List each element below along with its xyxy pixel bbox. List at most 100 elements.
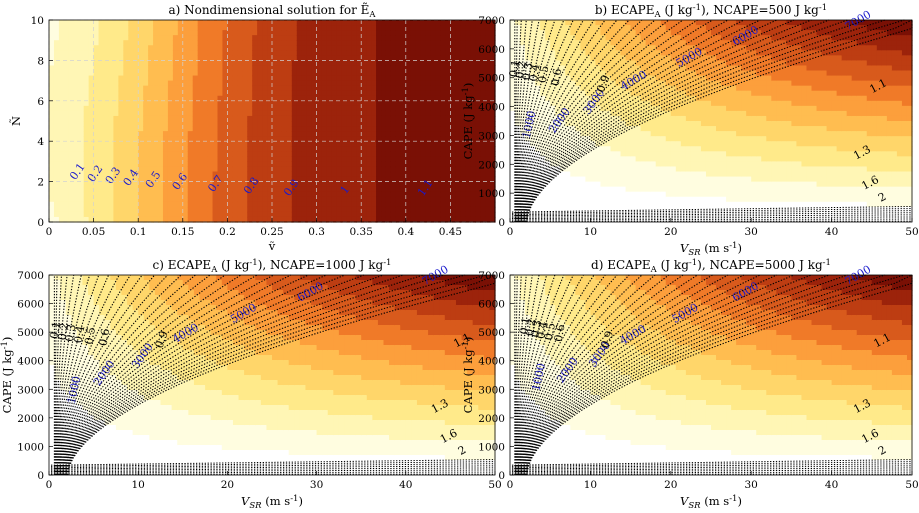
heat-cell: [153, 126, 159, 132]
heat-cell: [93, 60, 100, 67]
heat-cell: [655, 30, 662, 36]
heat-cell: [202, 141, 209, 147]
heat-cell: [635, 171, 642, 178]
heat-cell: [445, 20, 451, 26]
heat-cell: [475, 90, 481, 97]
heat-cell: [341, 126, 347, 132]
heat-cell: [580, 110, 586, 117]
heat-cell: [570, 131, 576, 137]
heat-cell: [336, 166, 342, 173]
heat-cell: [53, 80, 60, 87]
heat-cell: [640, 206, 647, 213]
heat-cell: [108, 131, 115, 137]
heat-cell: [555, 141, 561, 147]
heat-cell: [610, 166, 617, 173]
heat-cell: [615, 115, 622, 122]
heat-cell: [595, 191, 602, 198]
heat-cell: [252, 60, 258, 67]
heat-cell: [162, 65, 169, 72]
heat-cell: [93, 20, 100, 26]
heat-cell: [620, 55, 627, 61]
heat-cell: [440, 85, 447, 92]
heat-cell: [480, 20, 486, 26]
heat-cell: [356, 25, 362, 31]
heat-cell: [590, 156, 597, 162]
heat-cell: [525, 20, 531, 26]
heat-cell: [635, 30, 642, 36]
heat-cell: [286, 216, 293, 223]
heat-cell: [78, 126, 85, 132]
heat-cell: [58, 105, 65, 112]
heat-cell: [281, 146, 288, 152]
heat-cell: [83, 216, 90, 223]
heat-cell: [321, 211, 328, 218]
heat-cell: [262, 40, 268, 46]
heat-cell: [575, 80, 581, 87]
heat-cell: [113, 50, 119, 56]
heat-cell: [625, 126, 632, 132]
heat-cell: [650, 141, 657, 147]
y-tick-label: 2: [37, 177, 44, 189]
heat-cell: [565, 35, 571, 41]
heat-cell: [655, 206, 662, 213]
heat-cell: [605, 131, 612, 137]
heat-cell: [465, 90, 471, 97]
heat-cell: [68, 75, 75, 82]
heat-cell: [331, 176, 338, 183]
heat-cell: [635, 95, 642, 102]
heat-cell: [58, 191, 65, 198]
heat-cell: [430, 141, 437, 147]
heat-cell: [158, 85, 164, 92]
heat-cell: [415, 131, 422, 137]
heat-cell: [58, 90, 65, 97]
heat-cell: [400, 126, 407, 132]
heat-cell: [267, 20, 273, 26]
heat-cell: [153, 95, 159, 102]
heat-cell: [296, 100, 303, 107]
heat-cell: [242, 176, 248, 183]
heat-cell: [590, 191, 597, 198]
heat-cell: [405, 151, 412, 157]
heat-cell: [128, 60, 134, 67]
heat-cell: [455, 206, 461, 213]
heat-cell: [395, 201, 402, 208]
heat-cell: [660, 50, 667, 56]
heat-cell: [490, 186, 496, 193]
heat-cell: [49, 80, 55, 87]
heat-cell: [187, 35, 194, 41]
heat-cell: [420, 211, 427, 218]
heat-cell: [172, 50, 179, 56]
heat-cell: [630, 40, 637, 46]
heat-cell: [510, 115, 516, 122]
heat-cell: [78, 95, 85, 102]
heat-cell: [78, 161, 85, 168]
heat-cell: [172, 171, 179, 178]
heat-cell: [133, 186, 139, 193]
heat-cell: [390, 201, 397, 208]
heat-cell: [405, 146, 412, 152]
heat-cell: [316, 191, 323, 198]
heat-cell: [177, 151, 184, 157]
heat-cell: [58, 65, 65, 72]
heat-cell: [530, 20, 536, 26]
heat-cell: [148, 50, 154, 56]
heat-cell: [425, 115, 432, 122]
heat-cell: [341, 75, 347, 82]
heat-cell: [385, 186, 392, 193]
heat-cell: [88, 55, 95, 61]
heat-cell: [490, 85, 496, 92]
heat-cell: [555, 186, 561, 193]
heat-cell: [450, 201, 456, 208]
heat-cell: [326, 181, 333, 188]
heat-cell: [187, 216, 194, 223]
heat-cell: [440, 191, 447, 198]
heat-cell: [665, 45, 672, 51]
heat-cell: [316, 115, 323, 122]
heat-cell: [78, 151, 85, 157]
heat-cell: [366, 216, 372, 223]
heat-cell: [311, 191, 318, 198]
heat-cell: [321, 80, 328, 87]
heat-cell: [73, 60, 80, 67]
heat-cell: [605, 20, 612, 26]
heat-cell: [103, 161, 110, 168]
